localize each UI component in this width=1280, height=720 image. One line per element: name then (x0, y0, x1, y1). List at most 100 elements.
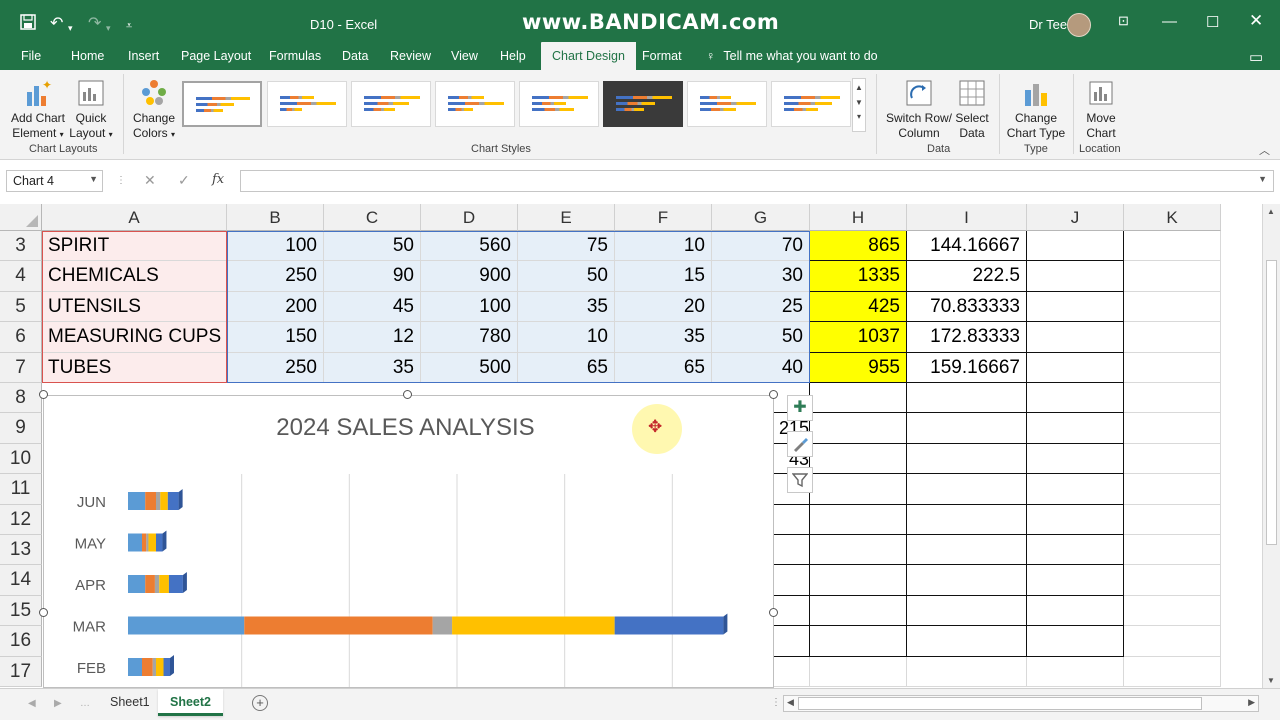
column-header-d[interactable]: D (421, 204, 518, 231)
cell-i17[interactable] (907, 656, 1027, 687)
cell-i7[interactable]: 159.16667 (907, 352, 1027, 383)
chart-bar-jun-series-4[interactable] (160, 492, 168, 510)
cell-h14[interactable] (810, 565, 907, 596)
quick-layout-button[interactable]: Quick Layout ▾ (66, 78, 116, 142)
chart-bar-apr-series-4[interactable] (159, 575, 169, 593)
collapse-ribbon-icon[interactable]: ︿ (1259, 145, 1270, 157)
tab-data[interactable]: Data (342, 49, 369, 63)
cell-k14[interactable] (1124, 565, 1221, 596)
chart-bar-jun-series-2[interactable] (145, 492, 156, 510)
sheet-tab-sheet2[interactable]: Sheet2 (158, 689, 223, 716)
comments-icon[interactable]: ▭ (1249, 49, 1264, 66)
cell-c7[interactable]: 35 (324, 352, 421, 383)
cell-i13[interactable] (907, 535, 1027, 566)
cell-j16[interactable] (1027, 626, 1124, 657)
chart-bar-may-series-3[interactable] (146, 533, 149, 552)
cell-h15[interactable] (810, 595, 907, 627)
tab-page-layout[interactable]: Page Layout (181, 49, 252, 63)
cell-i10[interactable] (907, 443, 1027, 475)
chart-bar-apr-series-5[interactable] (168, 575, 183, 593)
cell-b5[interactable]: 200 (227, 291, 324, 323)
sheet-tab-sheet1[interactable]: Sheet1 (110, 695, 150, 709)
cell-k10[interactable] (1124, 443, 1221, 475)
cell-k5[interactable] (1124, 291, 1221, 323)
redo-icon[interactable]: ↷ (88, 15, 102, 32)
cell-f6[interactable]: 35 (615, 322, 712, 353)
column-header-h[interactable]: H (810, 204, 907, 231)
cell-e3[interactable]: 75 (518, 231, 615, 262)
cell-a6[interactable]: MEASURING CUPS (42, 322, 227, 353)
cell-k8[interactable] (1124, 383, 1221, 414)
cell-j9[interactable] (1027, 413, 1124, 444)
cell-i8[interactable] (907, 383, 1027, 414)
cell-i12[interactable] (907, 504, 1027, 535)
chart-bar-may-series-2[interactable] (141, 533, 147, 552)
chevron-down-icon[interactable]: ▼ (855, 98, 863, 107)
add-sheet-button[interactable]: + (252, 695, 268, 711)
chart-bar-feb-series-5[interactable] (163, 658, 170, 676)
horizontal-scroll-thumb[interactable] (798, 697, 1202, 710)
chevron-down-icon[interactable]: ▼ (89, 174, 98, 184)
cell-h7[interactable]: 955 (810, 352, 907, 383)
chart-title[interactable]: 2024 SALES ANALYSIS (44, 414, 773, 442)
tab-chart-design[interactable]: Chart Design (541, 42, 636, 70)
chart-style-1[interactable] (182, 81, 262, 127)
cell-f7[interactable]: 65 (615, 352, 712, 383)
chart-bar-mar-series-2[interactable] (244, 616, 433, 635)
row-header-16[interactable]: 16 (0, 626, 42, 657)
tell-me-search[interactable]: ♀ Tell me what you want to do (706, 49, 878, 63)
row-header-11[interactable]: 11 (0, 474, 42, 505)
chart-bar-mar-series-5[interactable] (614, 616, 724, 635)
chart-bar-may-series-4[interactable] (148, 533, 156, 552)
column-header-b[interactable]: B (227, 204, 324, 231)
cell-h6[interactable]: 1037 (810, 322, 907, 353)
cell-k12[interactable] (1124, 504, 1221, 535)
chart-resize-handle[interactable] (39, 608, 48, 617)
cell-h9[interactable] (810, 413, 907, 444)
tab-help[interactable]: Help (500, 49, 526, 63)
chart-style-6[interactable] (603, 81, 683, 127)
cell-i6[interactable]: 172.83333 (907, 322, 1027, 353)
chart-resize-handle[interactable] (769, 608, 778, 617)
cell-h4[interactable]: 1335 (810, 261, 907, 292)
avatar[interactable] (1067, 13, 1091, 37)
row-header-17[interactable]: 17 (0, 656, 42, 687)
chart-bar-feb-series-1[interactable] (128, 658, 142, 676)
row-header-12[interactable]: 12 (0, 504, 42, 535)
column-header-g[interactable]: G (712, 204, 810, 231)
cell-h10[interactable] (810, 443, 907, 475)
undo-icon[interactable]: ↶ (50, 15, 64, 32)
next-sheet-icon[interactable]: ▶ (54, 698, 62, 709)
cell-h12[interactable] (810, 504, 907, 535)
ribbon-display-icon[interactable]: ⊡ (1118, 13, 1129, 28)
chart-bar-jun-series-1[interactable] (128, 492, 146, 510)
formula-input[interactable]: ▼ (240, 170, 1274, 192)
cell-d7[interactable]: 500 (421, 352, 518, 383)
cell-d6[interactable]: 780 (421, 322, 518, 353)
horizontal-scrollbar[interactable]: ◀ ▶ (783, 695, 1259, 712)
row-header-7[interactable]: 7 (0, 352, 42, 383)
cell-f5[interactable]: 20 (615, 291, 712, 323)
cell-b6[interactable]: 150 (227, 322, 324, 353)
tab-formulas[interactable]: Formulas (269, 49, 322, 63)
prev-sheet-icon[interactable]: ◀ (28, 698, 36, 709)
column-header-e[interactable]: E (518, 204, 615, 231)
row-header-6[interactable]: 6 (0, 322, 42, 353)
cell-d5[interactable]: 100 (421, 291, 518, 323)
chart-style-3[interactable] (351, 81, 431, 127)
chevron-up-icon[interactable]: ▲ (855, 83, 863, 92)
column-header-k[interactable]: K (1124, 204, 1221, 231)
row-header-15[interactable]: 15 (0, 595, 42, 627)
chart-bar-apr-series-2[interactable] (145, 575, 155, 593)
cell-j14[interactable] (1027, 565, 1124, 596)
chart-style-4[interactable] (435, 81, 515, 127)
cell-i16[interactable] (907, 626, 1027, 657)
cell-a7[interactable]: TUBES (42, 352, 227, 383)
chart-bar-jun-series-5[interactable] (167, 492, 179, 510)
chart-styles-scroll[interactable]: ▲ ▼ ▾ (852, 78, 866, 132)
cell-k3[interactable] (1124, 231, 1221, 262)
cell-e6[interactable]: 10 (518, 322, 615, 353)
cell-e7[interactable]: 65 (518, 352, 615, 383)
cell-j5[interactable] (1027, 291, 1124, 323)
cell-j13[interactable] (1027, 535, 1124, 566)
